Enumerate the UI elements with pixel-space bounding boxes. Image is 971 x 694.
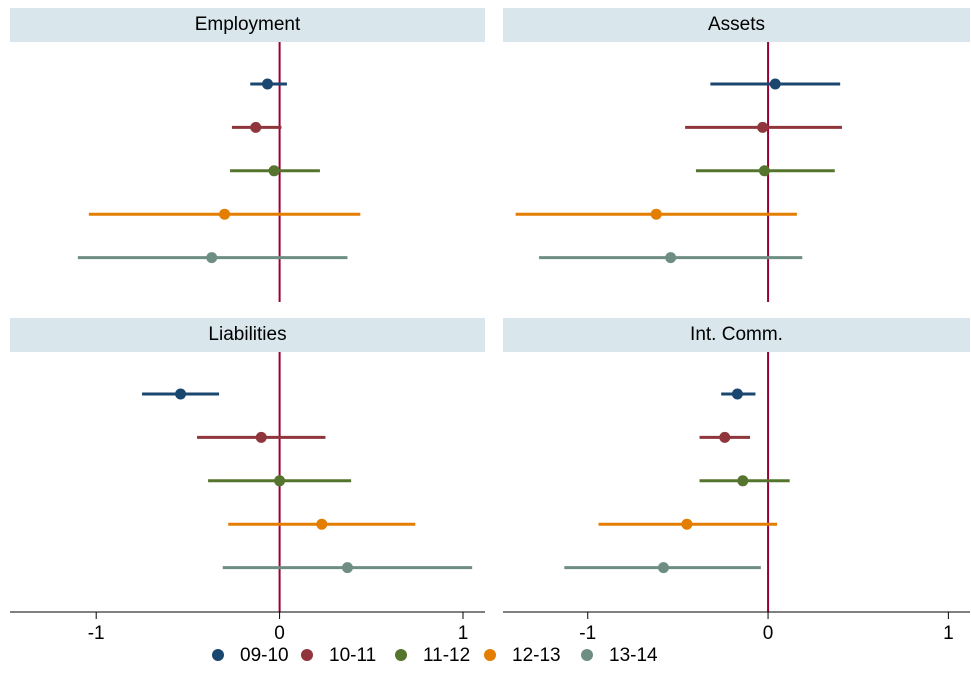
point-estimate — [737, 475, 749, 487]
point-estimate — [681, 518, 693, 530]
point-estimate — [250, 121, 262, 133]
point-estimate — [657, 562, 669, 574]
point-estimate — [175, 388, 187, 400]
legend-label: 11-12 — [423, 645, 470, 666]
point-estimate — [758, 165, 770, 177]
point-estimate — [316, 518, 328, 530]
point-estimate — [757, 121, 769, 133]
legend-marker — [395, 649, 407, 661]
point-estimate — [731, 388, 743, 400]
point-estimate — [268, 165, 280, 177]
x-tick-label: 1 — [943, 623, 954, 644]
point-estimate — [219, 208, 231, 220]
point-estimate — [341, 562, 353, 574]
point-estimate — [261, 78, 273, 90]
x-tick-label: 0 — [274, 623, 285, 644]
panel-title: Int. Comm. — [690, 324, 783, 345]
legend-marker — [484, 649, 496, 661]
legend-label: 09-10 — [240, 645, 289, 666]
legend-label: 13-14 — [609, 645, 658, 666]
legend-marker — [301, 649, 313, 661]
panel-strip — [10, 8, 485, 42]
panel-strip — [503, 318, 970, 352]
x-tick-label: -1 — [579, 623, 596, 644]
point-estimate — [274, 475, 286, 487]
panel-title: Employment — [195, 14, 301, 35]
x-tick-label: -1 — [88, 623, 105, 644]
point-estimate — [255, 431, 267, 443]
panel-title: Assets — [708, 14, 765, 35]
legend-label: 10-11 — [329, 645, 376, 666]
legend-marker — [212, 649, 224, 661]
point-estimate — [665, 252, 677, 264]
point-estimate — [206, 252, 218, 264]
panel-title: Liabilities — [208, 324, 286, 345]
point-estimate — [769, 78, 781, 90]
x-tick-label: 0 — [763, 623, 774, 644]
legend-label: 12-13 — [512, 645, 561, 666]
legend-marker — [581, 649, 593, 661]
point-estimate — [719, 431, 731, 443]
panel-strip — [10, 318, 485, 352]
point-estimate — [650, 208, 662, 220]
panel-strip — [503, 8, 970, 42]
x-tick-label: 1 — [458, 623, 469, 644]
